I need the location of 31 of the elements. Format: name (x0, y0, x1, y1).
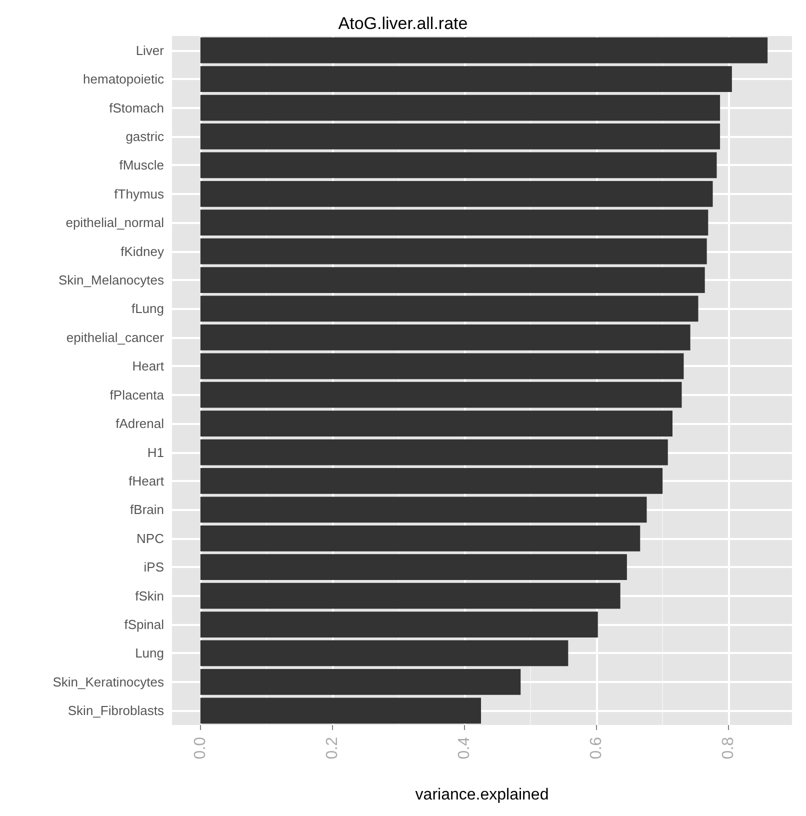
x-tick-label: 0.0 (192, 736, 209, 760)
x-tick-label: 0.8 (720, 736, 738, 760)
y-tick-label: Lung (135, 646, 164, 661)
y-tick-label: fThymus (114, 186, 164, 202)
y-tick-label: fKidney (120, 244, 164, 259)
y-tick-label: fSkin (135, 588, 164, 604)
y-tick-label: NPC (136, 530, 164, 546)
y-tick-label: fBrain (130, 502, 164, 518)
y-tick-label: Heart (132, 358, 164, 374)
y-tick-label: Liver (136, 42, 165, 58)
y-tick-label: epithelial_normal (66, 215, 164, 230)
y-tick-label: epithelial_cancer (66, 330, 165, 345)
y-tick-label: fPlacenta (110, 387, 165, 402)
y-tick-label: fSpinal (124, 617, 164, 632)
y-tick-label: fStomach (109, 100, 164, 116)
y-tick-label: Skin_Fibroblasts (68, 703, 164, 718)
y-tick-label: Skin_Keratinocytes (52, 674, 164, 690)
y-tick-label: Skin_Melanocytes (58, 272, 164, 288)
x-tick-label: 0.6 (588, 736, 606, 760)
y-tick-label: H1 (147, 444, 164, 460)
y-tick-label: fAdrenal (116, 416, 164, 432)
chart-title: AtoG.liver.all.rate (338, 14, 468, 33)
x-axis-title: variance.explained (415, 786, 549, 804)
x-tick-label: 0.2 (324, 736, 341, 760)
x-tick-label: 0.4 (456, 736, 474, 760)
y-tick-label: hematopoietic (83, 72, 164, 87)
y-tick-label: fHeart (128, 473, 164, 488)
y-tick-label: fMuscle (119, 158, 164, 173)
y-tick-label: iPS (144, 560, 164, 575)
y-tick-label: gastric (126, 128, 164, 144)
y-tick-label: fLung (131, 301, 164, 316)
